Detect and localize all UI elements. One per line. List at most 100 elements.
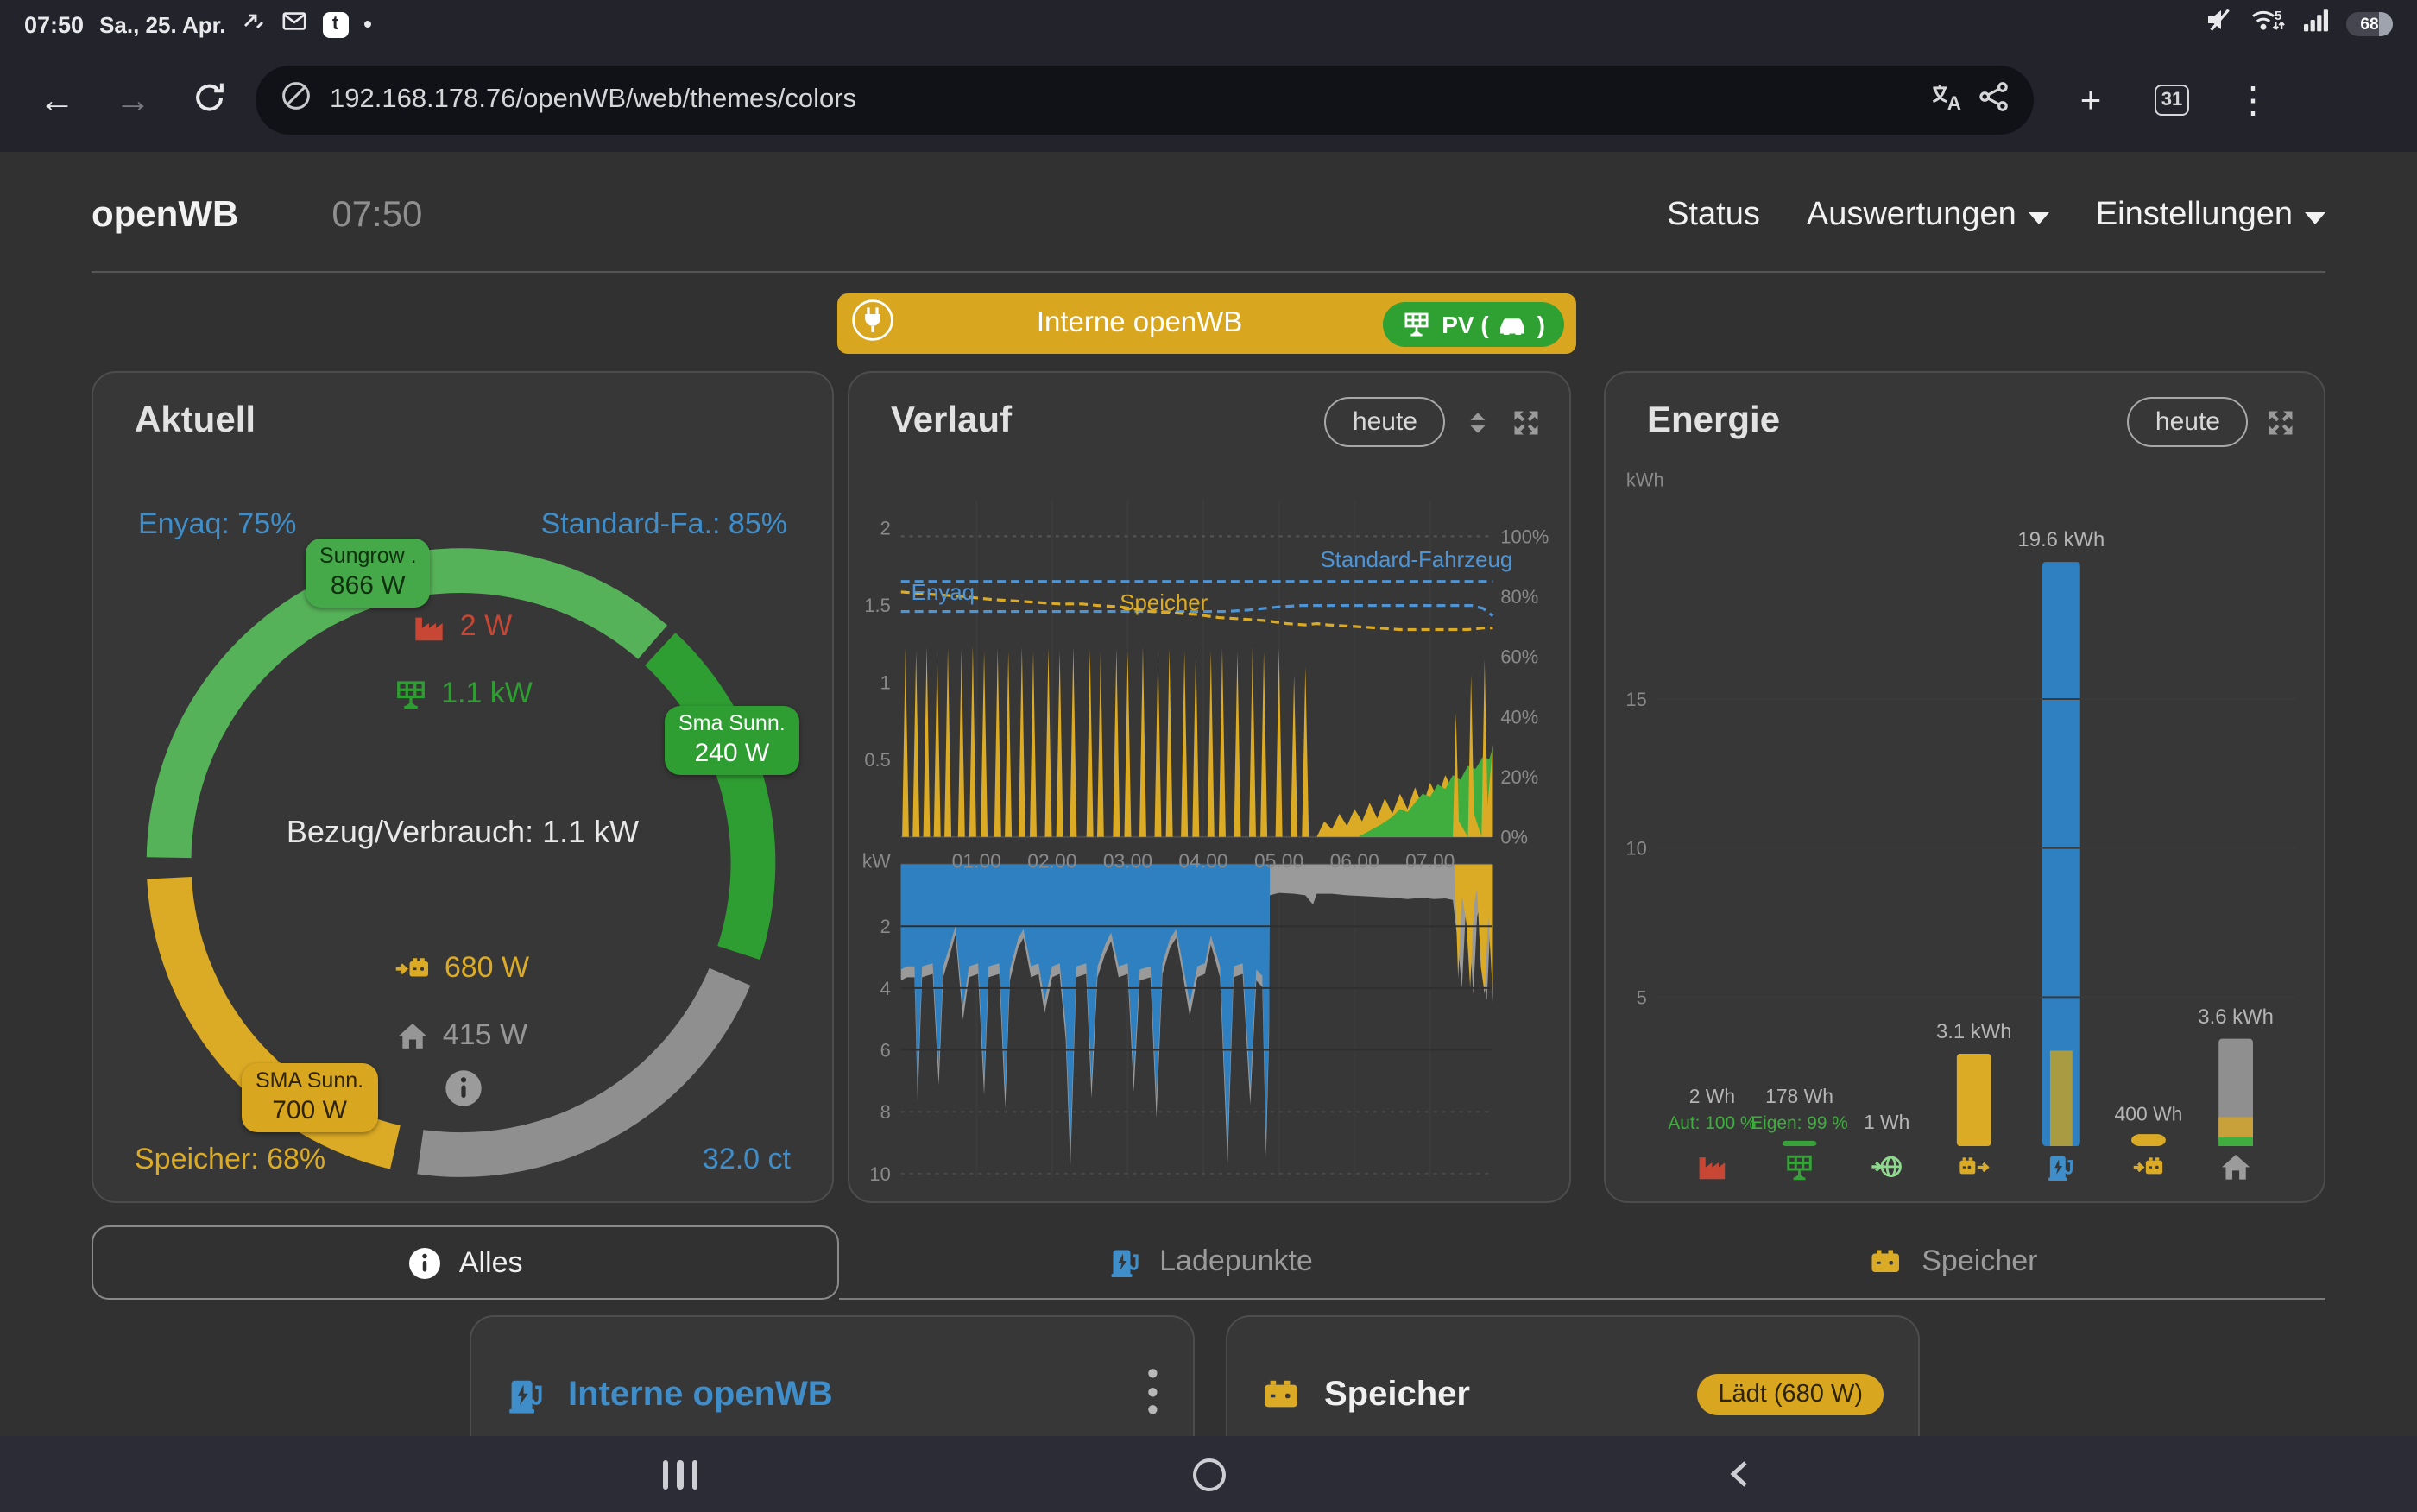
plug-icon xyxy=(849,296,896,351)
battery-percent: 68 xyxy=(2360,15,2379,34)
mail-icon xyxy=(281,8,307,41)
back-button[interactable]: ← xyxy=(39,80,75,120)
card-title: Verlauf xyxy=(891,400,1013,440)
inverter-badge-sma2: SMA Sunn. 700 W xyxy=(242,1063,378,1133)
svg-text:06.00: 06.00 xyxy=(1330,850,1379,873)
kebab-menu-icon[interactable]: • • • xyxy=(1146,1357,1158,1430)
svg-text:20%: 20% xyxy=(1500,766,1538,788)
svg-text:Aut: 100 %: Aut: 100 % xyxy=(1668,1113,1756,1133)
svg-text:19.6 kWh: 19.6 kWh xyxy=(2017,528,2105,551)
price-label: 32.0 ct xyxy=(702,1143,791,1175)
card-title: Energie xyxy=(1647,400,1781,440)
svg-text:Enyaq: Enyaq xyxy=(912,581,975,605)
svg-text:kWh: kWh xyxy=(1626,469,1664,491)
svg-text:10: 10 xyxy=(1625,838,1646,860)
charging-station-icon xyxy=(1108,1244,1142,1279)
url-text[interactable]: 192.168.178.76/openWB/web/themes/colors xyxy=(330,85,857,114)
svg-text:80%: 80% xyxy=(1500,586,1538,608)
svg-text:kW: kW xyxy=(862,850,891,873)
svg-text:60%: 60% xyxy=(1500,646,1538,668)
reload-button[interactable] xyxy=(180,79,238,122)
page-header: openWB 07:50 Status Auswertungen Einstel… xyxy=(92,169,2325,262)
detail-cards: Interne openWB • • • Speicher Lädt (680 W) xyxy=(0,1308,2417,1436)
header-clock: 07:50 xyxy=(331,195,423,235)
svg-text:0.5: 0.5 xyxy=(864,749,890,771)
share-icon[interactable] xyxy=(1978,80,2010,120)
range-select[interactable]: heute xyxy=(1324,397,1445,447)
nav-auswertungen[interactable]: Auswertungen xyxy=(1807,197,2049,235)
svg-text:10: 10 xyxy=(869,1163,890,1185)
history-chart: Standard-Fahrzeug Enyaq Speicher 2 1.5 1 0.5 kW… xyxy=(862,500,1549,1185)
browser-menu-button[interactable]: ⋮ xyxy=(2235,80,2271,120)
card-verlauf: Verlauf heute Standard-Fahrzeug Enyaq Spei… xyxy=(848,371,1571,1203)
status-date: Sa., 25. Apr. xyxy=(99,11,226,37)
svg-text:1.5: 1.5 xyxy=(864,595,890,616)
nav-status[interactable]: Status xyxy=(1667,197,1760,233)
openwb-page: openWB 07:50 Status Auswertungen Einstel… xyxy=(0,152,2417,1436)
card-aktuell: Aktuell Enyaq: 75% Standard-Fa.: 85% Sun… xyxy=(92,371,834,1203)
tab-count-button[interactable]: 31 xyxy=(2155,85,2189,116)
svg-text:03.00: 03.00 xyxy=(1103,850,1152,873)
insecure-icon xyxy=(280,79,312,121)
notification-dot-icon xyxy=(363,21,371,28)
main-nav: Status Auswertungen Einstellungen xyxy=(1667,197,2325,235)
tab-speicher[interactable]: Speicher xyxy=(1581,1225,2326,1300)
messenger-app-icon: t xyxy=(322,11,349,37)
car-icon xyxy=(1500,318,1525,335)
chargepoint-title: Interne openWB xyxy=(568,1375,833,1413)
sort-icon[interactable] xyxy=(1462,406,1493,438)
tab-alles[interactable]: Alles xyxy=(92,1225,839,1300)
battery-icon xyxy=(1870,1244,1904,1279)
consumption-row: Bezug/Verbrauch: 1.1 kW xyxy=(286,815,640,849)
home-button[interactable] xyxy=(1139,1436,1278,1512)
svg-text:3.6 kWh: 3.6 kWh xyxy=(2198,1005,2274,1029)
battery-indicator: 68 xyxy=(2346,12,2393,36)
mute-icon xyxy=(2205,5,2234,43)
expand-icon[interactable] xyxy=(2265,406,2296,438)
expand-icon[interactable] xyxy=(1511,406,1542,438)
forward-button[interactable]: → xyxy=(115,80,151,120)
svg-text:2 Wh: 2 Wh xyxy=(1689,1085,1735,1107)
tab-ladepunkte[interactable]: Ladepunkte xyxy=(838,1225,1582,1300)
new-tab-button[interactable]: + xyxy=(2079,80,2102,120)
brand-logo: openWB xyxy=(92,195,239,235)
svg-text:1 Wh: 1 Wh xyxy=(1864,1111,1909,1133)
nav-einstellungen[interactable]: Einstellungen xyxy=(2096,197,2325,235)
svg-text:8: 8 xyxy=(880,1101,891,1123)
url-bar[interactable]: 192.168.178.76/openWB/web/themes/colors … xyxy=(256,66,2034,135)
svg-text:178 Wh: 178 Wh xyxy=(1765,1085,1833,1107)
svg-text:2: 2 xyxy=(880,517,891,539)
back-button[interactable] xyxy=(1671,1436,1809,1512)
card-speicher[interactable]: Speicher Lädt (680 W) xyxy=(1226,1315,1920,1436)
range-select[interactable]: heute xyxy=(2127,397,2248,447)
svg-text:6: 6 xyxy=(880,1040,891,1062)
card-title: Aktuell xyxy=(135,400,256,440)
svg-text:Speicher: Speicher xyxy=(1120,591,1208,615)
svg-text:100%: 100% xyxy=(1500,526,1549,547)
charge-mode-badge[interactable]: PV ( ) xyxy=(1383,301,1564,346)
grid-power-row: 2 W xyxy=(93,609,832,644)
android-status-bar: 07:50 Sa., 25. Apr. t 5 68 xyxy=(0,0,2417,48)
status-time: 07:50 xyxy=(24,11,85,37)
svg-text:15: 15 xyxy=(1625,689,1646,710)
info-icon[interactable] xyxy=(93,1068,832,1108)
view-tabs: Alles Ladepunkte Speicher xyxy=(92,1225,2326,1300)
chevron-down-icon xyxy=(2028,211,2049,224)
card-energie: Energie heute kWh 2 Wh Aut: 100 % 178 Wh Eig… xyxy=(1604,371,2325,1203)
translate-icon[interactable]: A xyxy=(1930,80,1961,120)
svg-text:01.00: 01.00 xyxy=(952,850,1001,873)
soc-left-label: Enyaq: 75% xyxy=(138,507,297,540)
browser-toolbar: ← → 192.168.178.76/openWB/web/themes/col… xyxy=(0,48,2417,152)
info-icon xyxy=(407,1245,442,1280)
svg-text:5: 5 xyxy=(2275,9,2281,23)
card-interne-openwb[interactable]: Interne openWB • • • xyxy=(470,1315,1195,1436)
charging-status-badge: Lädt (680 W) xyxy=(1697,1374,1884,1415)
inverter-badge-sungrow: Sungrow . 866 W xyxy=(306,539,431,608)
inverter-badge-sma1: Sma Sunn. 240 W xyxy=(665,706,799,776)
arrows-icon xyxy=(242,8,266,41)
recent-apps-button[interactable] xyxy=(611,1436,749,1512)
chargepoint-banner[interactable]: Interne openWB PV ( ) xyxy=(837,293,1576,354)
house-power-row: 415 W xyxy=(93,1018,832,1053)
svg-text:Standard-Fahrzeug: Standard-Fahrzeug xyxy=(1320,548,1512,572)
